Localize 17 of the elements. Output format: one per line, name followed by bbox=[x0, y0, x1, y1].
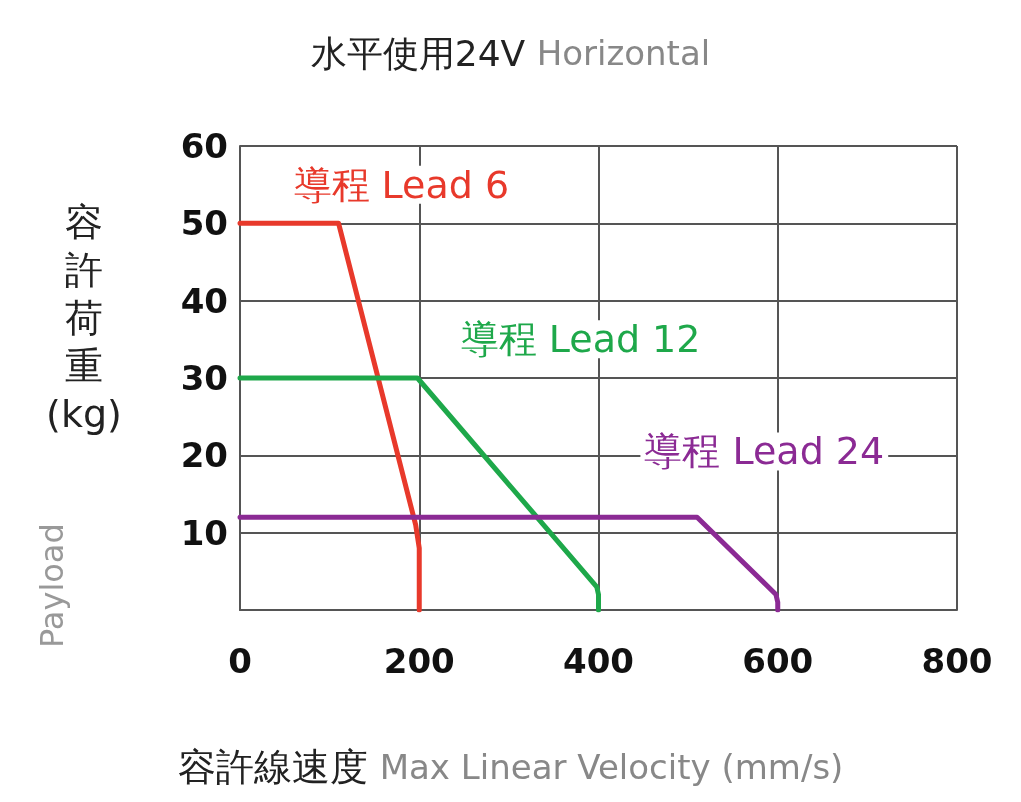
y-tick-label: 10 bbox=[180, 512, 228, 553]
x-tick-label: 200 bbox=[383, 641, 455, 681]
x-tick-label: 800 bbox=[921, 641, 993, 681]
series-label: 導程 Lead 12 bbox=[460, 317, 701, 362]
series-label: 導程 Lead 24 bbox=[644, 429, 885, 474]
text: 容許荷重(kg) Payload bbox=[33, 200, 122, 648]
series-label: 導程 Lead 6 bbox=[293, 162, 510, 207]
y-tick-label: 60 bbox=[180, 126, 228, 166]
y-tick-label: 40 bbox=[180, 280, 228, 321]
chart-title: 水平使用24V Horizontal bbox=[310, 32, 711, 74]
x-axis-title: 容許線速度 Max Linear Velocity (mm/s) bbox=[177, 745, 844, 789]
y-tick-label: 50 bbox=[180, 203, 228, 244]
y-tick-label: 20 bbox=[180, 435, 228, 476]
y-tick-label: 30 bbox=[180, 358, 228, 398]
x-tick-label: 400 bbox=[563, 641, 634, 681]
x-tick-label: 0 bbox=[228, 641, 252, 681]
x-tick-label: 600 bbox=[742, 641, 814, 681]
